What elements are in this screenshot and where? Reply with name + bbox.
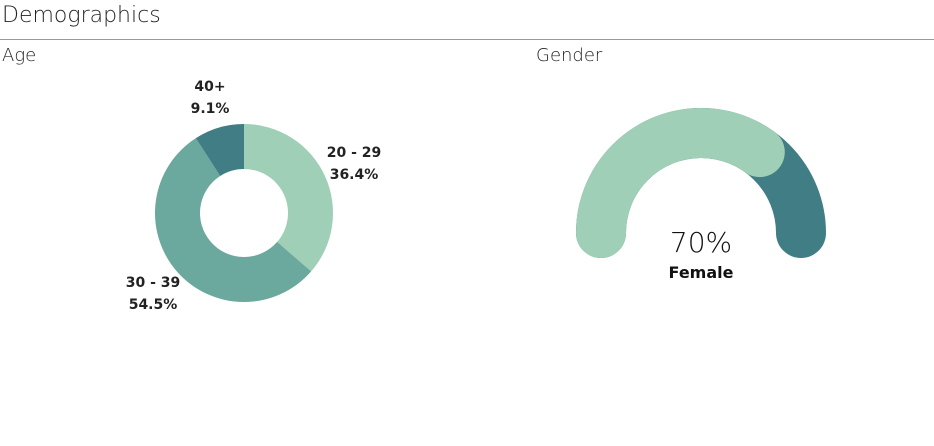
- donut-slice-3: [195, 124, 244, 176]
- gender-chart-title: Gender: [536, 45, 603, 66]
- slice-category-label: 20 - 29: [327, 145, 382, 161]
- slice-category-label: 40+: [194, 79, 225, 95]
- slice-category-label: 30 - 39: [126, 275, 181, 291]
- section-divider: [0, 39, 934, 40]
- gauge-fill: [576, 108, 785, 258]
- slice-percent-label: 54.5%: [129, 297, 178, 313]
- donut-slice-1: [244, 124, 333, 272]
- gender-gauge-chart: 70% Female: [576, 108, 826, 282]
- gauge-value-label: 70%: [670, 226, 732, 259]
- age-donut-chart: 20 - 29 36.4% 30 - 39 54.5% 40+ 9.1%: [126, 79, 382, 313]
- age-chart-title: Age: [2, 45, 37, 66]
- slice-percent-label: 9.1%: [191, 101, 230, 117]
- gauge-category-label: Female: [669, 263, 734, 282]
- donut-slice-2: [155, 138, 312, 302]
- section-title: Demographics: [2, 3, 161, 28]
- slice-percent-label: 36.4%: [330, 167, 379, 183]
